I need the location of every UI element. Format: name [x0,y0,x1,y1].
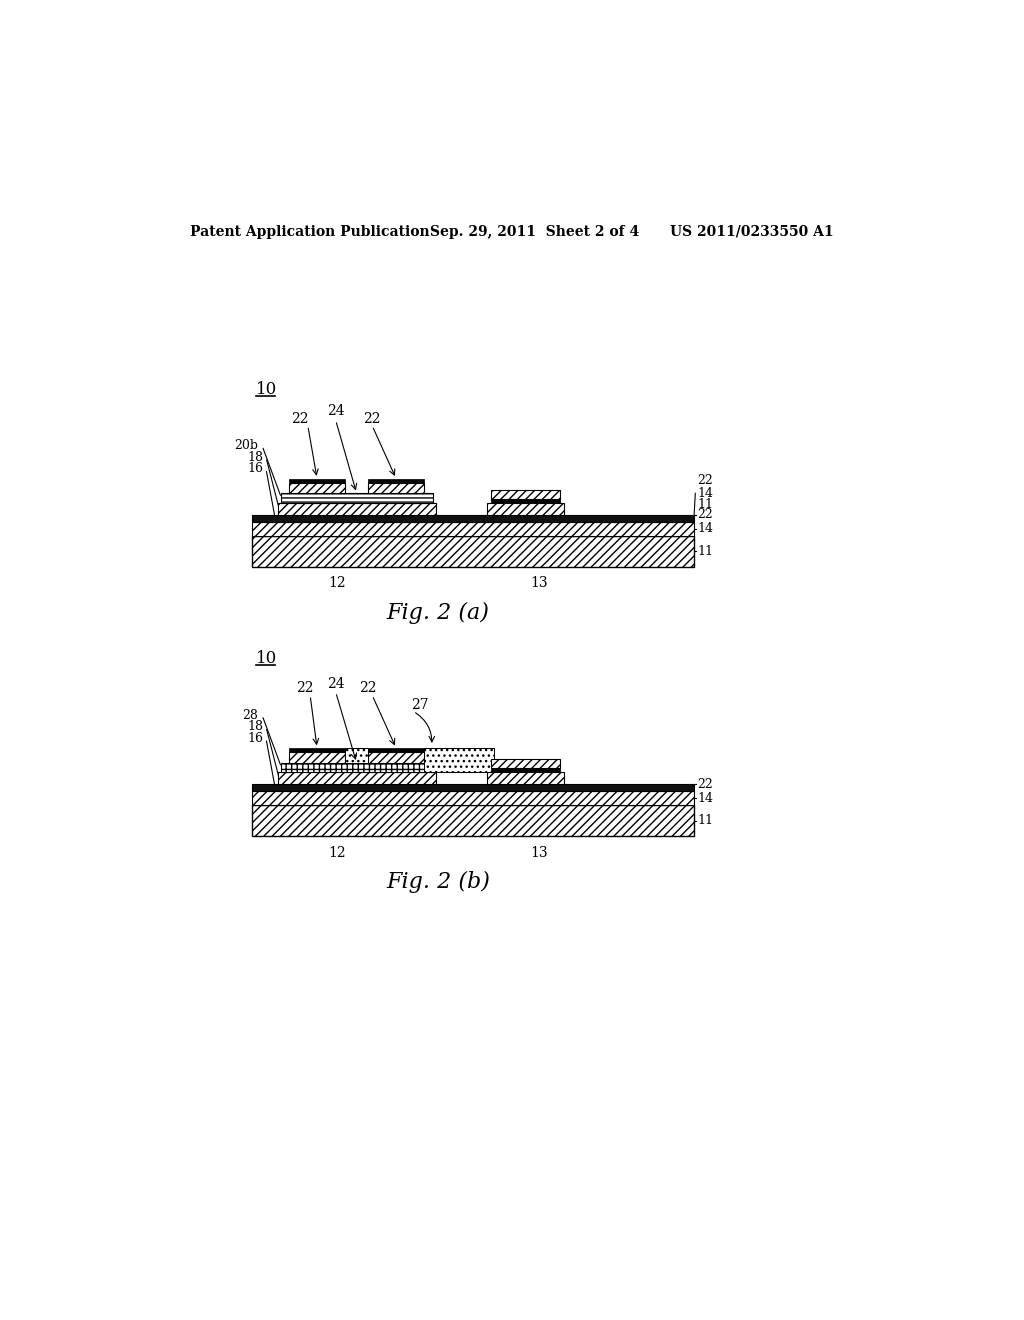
Text: 11: 11 [697,545,714,557]
Text: 13: 13 [530,846,548,859]
Text: 18: 18 [248,450,263,463]
Bar [282,763,432,772]
Bar [252,805,693,836]
Bar [424,748,494,772]
Bar [486,772,564,784]
Text: 22: 22 [697,777,714,791]
Text: 16: 16 [248,731,263,744]
Text: Sep. 29, 2011  Sheet 2 of 4: Sep. 29, 2011 Sheet 2 of 4 [430,224,640,239]
Bar [490,490,560,499]
Text: 18: 18 [248,721,263,733]
Text: 22: 22 [296,681,313,696]
Text: US 2011/0233550 A1: US 2011/0233550 A1 [671,224,835,239]
Text: 16: 16 [248,462,263,475]
Bar [369,483,424,494]
Text: 13: 13 [530,577,548,590]
Text: 11: 11 [697,814,714,828]
Text: 12: 12 [329,846,346,859]
Text: 22: 22 [291,412,309,425]
Text: 14: 14 [697,792,714,805]
Bar [490,759,560,768]
Bar [252,515,693,521]
Bar [289,752,345,763]
Bar [278,772,436,784]
Text: Patent Application Publication: Patent Application Publication [190,224,430,239]
Text: 28: 28 [243,709,258,722]
Bar [490,499,560,503]
Bar [369,752,424,763]
Bar [282,494,432,503]
Text: 22: 22 [697,508,714,521]
Bar [369,479,424,483]
Bar [252,792,693,805]
Bar [289,479,345,483]
Text: 24: 24 [327,677,344,690]
Text: 22: 22 [359,681,377,696]
Bar [252,536,693,566]
Text: 22: 22 [697,474,714,487]
Bar [289,748,345,752]
Bar [486,503,564,515]
Text: 10: 10 [256,381,278,397]
Text: 27: 27 [411,698,428,711]
Text: 22: 22 [364,412,381,425]
Bar [252,521,693,536]
Text: 24: 24 [327,404,344,418]
Bar [289,483,345,494]
Text: 11: 11 [697,499,714,511]
Text: 14: 14 [697,487,714,500]
Bar [369,748,424,752]
Text: 12: 12 [329,577,346,590]
Text: 20b: 20b [234,440,258,453]
Text: Fig. 2 (b): Fig. 2 (b) [386,871,489,894]
Bar [345,748,369,763]
Text: 14: 14 [697,523,714,536]
Bar [278,503,436,515]
Bar [490,768,560,772]
Text: Fig. 2 (a): Fig. 2 (a) [387,602,489,624]
Bar [252,784,693,792]
Text: 10: 10 [256,651,278,668]
